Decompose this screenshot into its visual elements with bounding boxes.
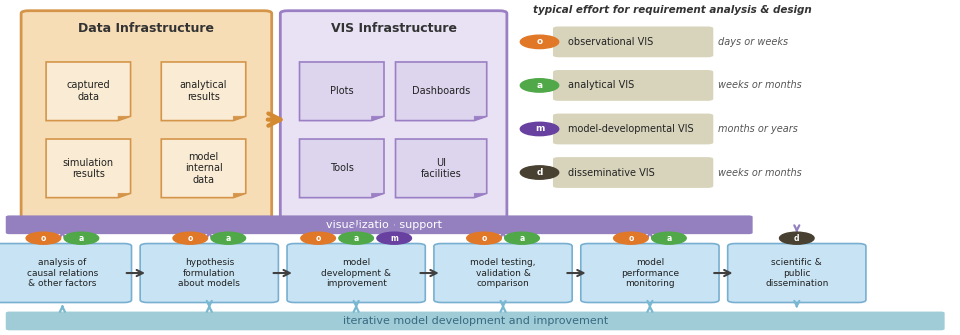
Text: iterative model development and improvement: iterative model development and improvem… — [343, 316, 608, 326]
Text: d: d — [794, 234, 800, 243]
Text: a: a — [666, 234, 672, 243]
Text: disseminative VIS: disseminative VIS — [568, 168, 655, 178]
Circle shape — [300, 232, 335, 244]
Text: Tools: Tools — [330, 163, 353, 173]
Text: simulation
results: simulation results — [62, 157, 114, 179]
PathPatch shape — [161, 62, 246, 121]
Circle shape — [339, 232, 373, 244]
Text: Data Infrastructure: Data Infrastructure — [79, 22, 214, 35]
FancyBboxPatch shape — [140, 244, 278, 303]
FancyBboxPatch shape — [553, 70, 713, 101]
Text: captured
data: captured data — [66, 80, 110, 102]
PathPatch shape — [300, 139, 384, 198]
PathPatch shape — [474, 193, 487, 198]
Text: model
performance
monitoring: model performance monitoring — [621, 258, 679, 288]
PathPatch shape — [161, 139, 246, 198]
FancyBboxPatch shape — [0, 244, 132, 303]
Text: a: a — [519, 234, 525, 243]
Text: a: a — [226, 234, 231, 243]
PathPatch shape — [118, 116, 131, 121]
Text: d: d — [537, 168, 542, 177]
Circle shape — [173, 232, 207, 244]
Circle shape — [26, 232, 60, 244]
Text: UI
facilities: UI facilities — [420, 157, 462, 179]
Text: weeks or months: weeks or months — [718, 168, 802, 178]
PathPatch shape — [233, 193, 246, 198]
FancyBboxPatch shape — [728, 244, 866, 303]
FancyBboxPatch shape — [434, 244, 572, 303]
Circle shape — [780, 232, 814, 244]
Text: observational VIS: observational VIS — [568, 37, 654, 47]
Text: o: o — [537, 38, 542, 46]
Text: model-developmental VIS: model-developmental VIS — [568, 124, 694, 134]
Text: hypothesis
formulation
about models: hypothesis formulation about models — [179, 258, 240, 288]
Text: analysis of
causal relations
& other factors: analysis of causal relations & other fac… — [27, 258, 98, 288]
Circle shape — [652, 232, 686, 244]
Text: Dashboards: Dashboards — [412, 86, 470, 96]
Text: o: o — [481, 234, 487, 243]
PathPatch shape — [118, 193, 131, 198]
Text: a: a — [353, 234, 359, 243]
Circle shape — [520, 166, 559, 179]
Text: m: m — [390, 234, 398, 243]
Text: model
development &
improvement: model development & improvement — [322, 258, 391, 288]
PathPatch shape — [396, 139, 487, 198]
Circle shape — [520, 122, 559, 136]
FancyBboxPatch shape — [581, 244, 719, 303]
FancyBboxPatch shape — [280, 11, 507, 222]
PathPatch shape — [372, 116, 384, 121]
Text: visualization support: visualization support — [326, 220, 442, 230]
PathPatch shape — [233, 116, 246, 121]
Text: model testing,
validation &
comparison: model testing, validation & comparison — [470, 258, 536, 288]
FancyBboxPatch shape — [6, 312, 945, 330]
PathPatch shape — [46, 62, 131, 121]
Text: scientific &
public
dissemination: scientific & public dissemination — [765, 258, 828, 288]
Text: analytical
results: analytical results — [180, 80, 228, 102]
Text: days or weeks: days or weeks — [718, 37, 788, 47]
Circle shape — [64, 232, 99, 244]
Text: o: o — [40, 234, 46, 243]
PathPatch shape — [396, 62, 487, 121]
PathPatch shape — [300, 62, 384, 121]
FancyBboxPatch shape — [21, 11, 272, 222]
Text: VIS Infrastructure: VIS Infrastructure — [330, 22, 457, 35]
FancyBboxPatch shape — [553, 114, 713, 144]
Text: model
internal
data: model internal data — [184, 152, 223, 185]
FancyBboxPatch shape — [553, 26, 713, 57]
Circle shape — [520, 35, 559, 49]
Circle shape — [613, 232, 648, 244]
FancyBboxPatch shape — [287, 244, 425, 303]
Text: o: o — [316, 234, 321, 243]
Text: m: m — [535, 125, 544, 133]
PathPatch shape — [372, 193, 384, 198]
Text: a: a — [79, 234, 84, 243]
Circle shape — [467, 232, 501, 244]
Text: typical effort for requirement analysis & design: typical effort for requirement analysis … — [533, 5, 811, 15]
Circle shape — [377, 232, 412, 244]
Circle shape — [520, 79, 559, 92]
Text: months or years: months or years — [718, 124, 798, 134]
Text: Plots: Plots — [330, 86, 353, 96]
Circle shape — [505, 232, 540, 244]
Text: o: o — [187, 234, 193, 243]
Text: weeks or months: weeks or months — [718, 80, 802, 90]
Text: a: a — [537, 81, 542, 90]
FancyBboxPatch shape — [6, 215, 753, 234]
FancyBboxPatch shape — [553, 157, 713, 188]
Text: analytical VIS: analytical VIS — [568, 80, 635, 90]
PathPatch shape — [474, 116, 487, 121]
Circle shape — [211, 232, 246, 244]
Text: o: o — [628, 234, 634, 243]
PathPatch shape — [46, 139, 131, 198]
